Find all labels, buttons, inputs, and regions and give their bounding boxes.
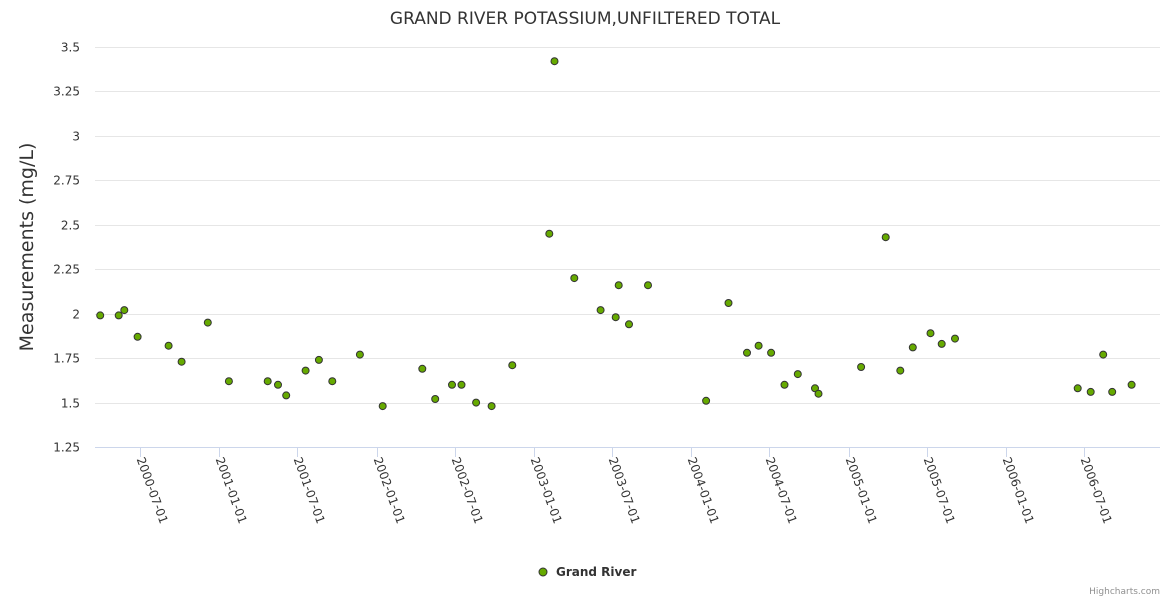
data-point[interactable]	[418, 364, 427, 373]
y-tick-label: 2.5	[61, 219, 80, 233]
data-point[interactable]	[133, 332, 142, 341]
data-point[interactable]	[314, 355, 323, 364]
data-point[interactable]	[431, 395, 440, 403]
data-point[interactable]	[857, 363, 866, 371]
data-point[interactable]	[814, 389, 823, 398]
data-point[interactable]	[274, 380, 282, 389]
data-point[interactable]	[96, 311, 105, 320]
data-point[interactable]	[1086, 387, 1095, 396]
data-point[interactable]	[355, 350, 364, 359]
data-point[interactable]	[614, 281, 623, 290]
data-point[interactable]	[545, 229, 554, 238]
data-point[interactable]	[164, 341, 173, 350]
data-point[interactable]	[1099, 350, 1108, 359]
data-point[interactable]	[625, 320, 633, 329]
data-point[interactable]	[793, 370, 802, 379]
y-tick-label: 3.25	[53, 85, 80, 99]
y-tick-label: 2	[72, 308, 80, 322]
series-grand-river	[96, 57, 1136, 411]
y-tick-label: 1.5	[61, 397, 80, 411]
data-point[interactable]	[457, 380, 466, 389]
data-point[interactable]	[1108, 387, 1117, 396]
data-point[interactable]	[177, 357, 186, 366]
y-tick-label: 2.75	[53, 174, 80, 188]
data-point[interactable]	[702, 396, 711, 405]
credits-link[interactable]: Highcharts.com	[1089, 587, 1160, 597]
data-point[interactable]	[120, 306, 129, 315]
data-point[interactable]	[570, 274, 579, 283]
legend[interactable]: Grand River	[538, 565, 636, 579]
data-point[interactable]	[767, 348, 776, 357]
data-point[interactable]	[951, 334, 959, 343]
y-tick-label: 2.25	[53, 263, 80, 277]
chart-title: GRAND RIVER POTASSIUM,UNFILTERED TOTAL	[390, 9, 781, 29]
data-point[interactable]	[881, 233, 890, 242]
y-tick-label: 1.75	[53, 352, 80, 366]
data-point[interactable]	[487, 402, 496, 411]
data-point[interactable]	[1127, 380, 1136, 389]
data-point[interactable]	[908, 343, 917, 352]
data-point[interactable]	[896, 366, 905, 375]
data-point[interactable]	[724, 299, 733, 307]
data-point[interactable]	[508, 361, 517, 370]
data-point[interactable]	[263, 377, 272, 386]
data-point[interactable]	[644, 281, 652, 290]
legend-symbol-grand-river[interactable]	[538, 567, 548, 577]
grid-lines	[95, 47, 1160, 404]
y-tick-label: 1.25	[53, 441, 80, 455]
data-point[interactable]	[611, 313, 620, 322]
y-tick-label: 3.5	[61, 41, 80, 55]
data-point[interactable]	[743, 348, 751, 357]
y-axis-ticks: 1.25 1.5 1.75 2 2.25 2.5 2.75 3 3.25 3.5	[53, 41, 80, 455]
data-point[interactable]	[937, 339, 946, 348]
data-point[interactable]	[114, 311, 123, 320]
data-point[interactable]	[780, 380, 789, 389]
data-point[interactable]	[596, 306, 605, 315]
data-point[interactable]	[203, 318, 212, 327]
data-point[interactable]	[301, 366, 310, 375]
data-point[interactable]	[282, 391, 291, 400]
data-point[interactable]	[550, 57, 559, 66]
data-point[interactable]	[328, 377, 337, 386]
y-tick-label: 3	[72, 130, 80, 144]
data-point[interactable]	[472, 398, 481, 407]
data-point[interactable]	[378, 402, 387, 411]
data-point[interactable]	[1073, 384, 1082, 393]
legend-item-grand-river[interactable]: Grand River	[556, 565, 636, 579]
data-point[interactable]	[448, 380, 456, 389]
y-axis-title: Measurements (mg/L)	[16, 143, 38, 352]
data-point[interactable]	[926, 329, 935, 338]
data-point[interactable]	[224, 377, 233, 386]
data-point[interactable]	[754, 341, 763, 350]
